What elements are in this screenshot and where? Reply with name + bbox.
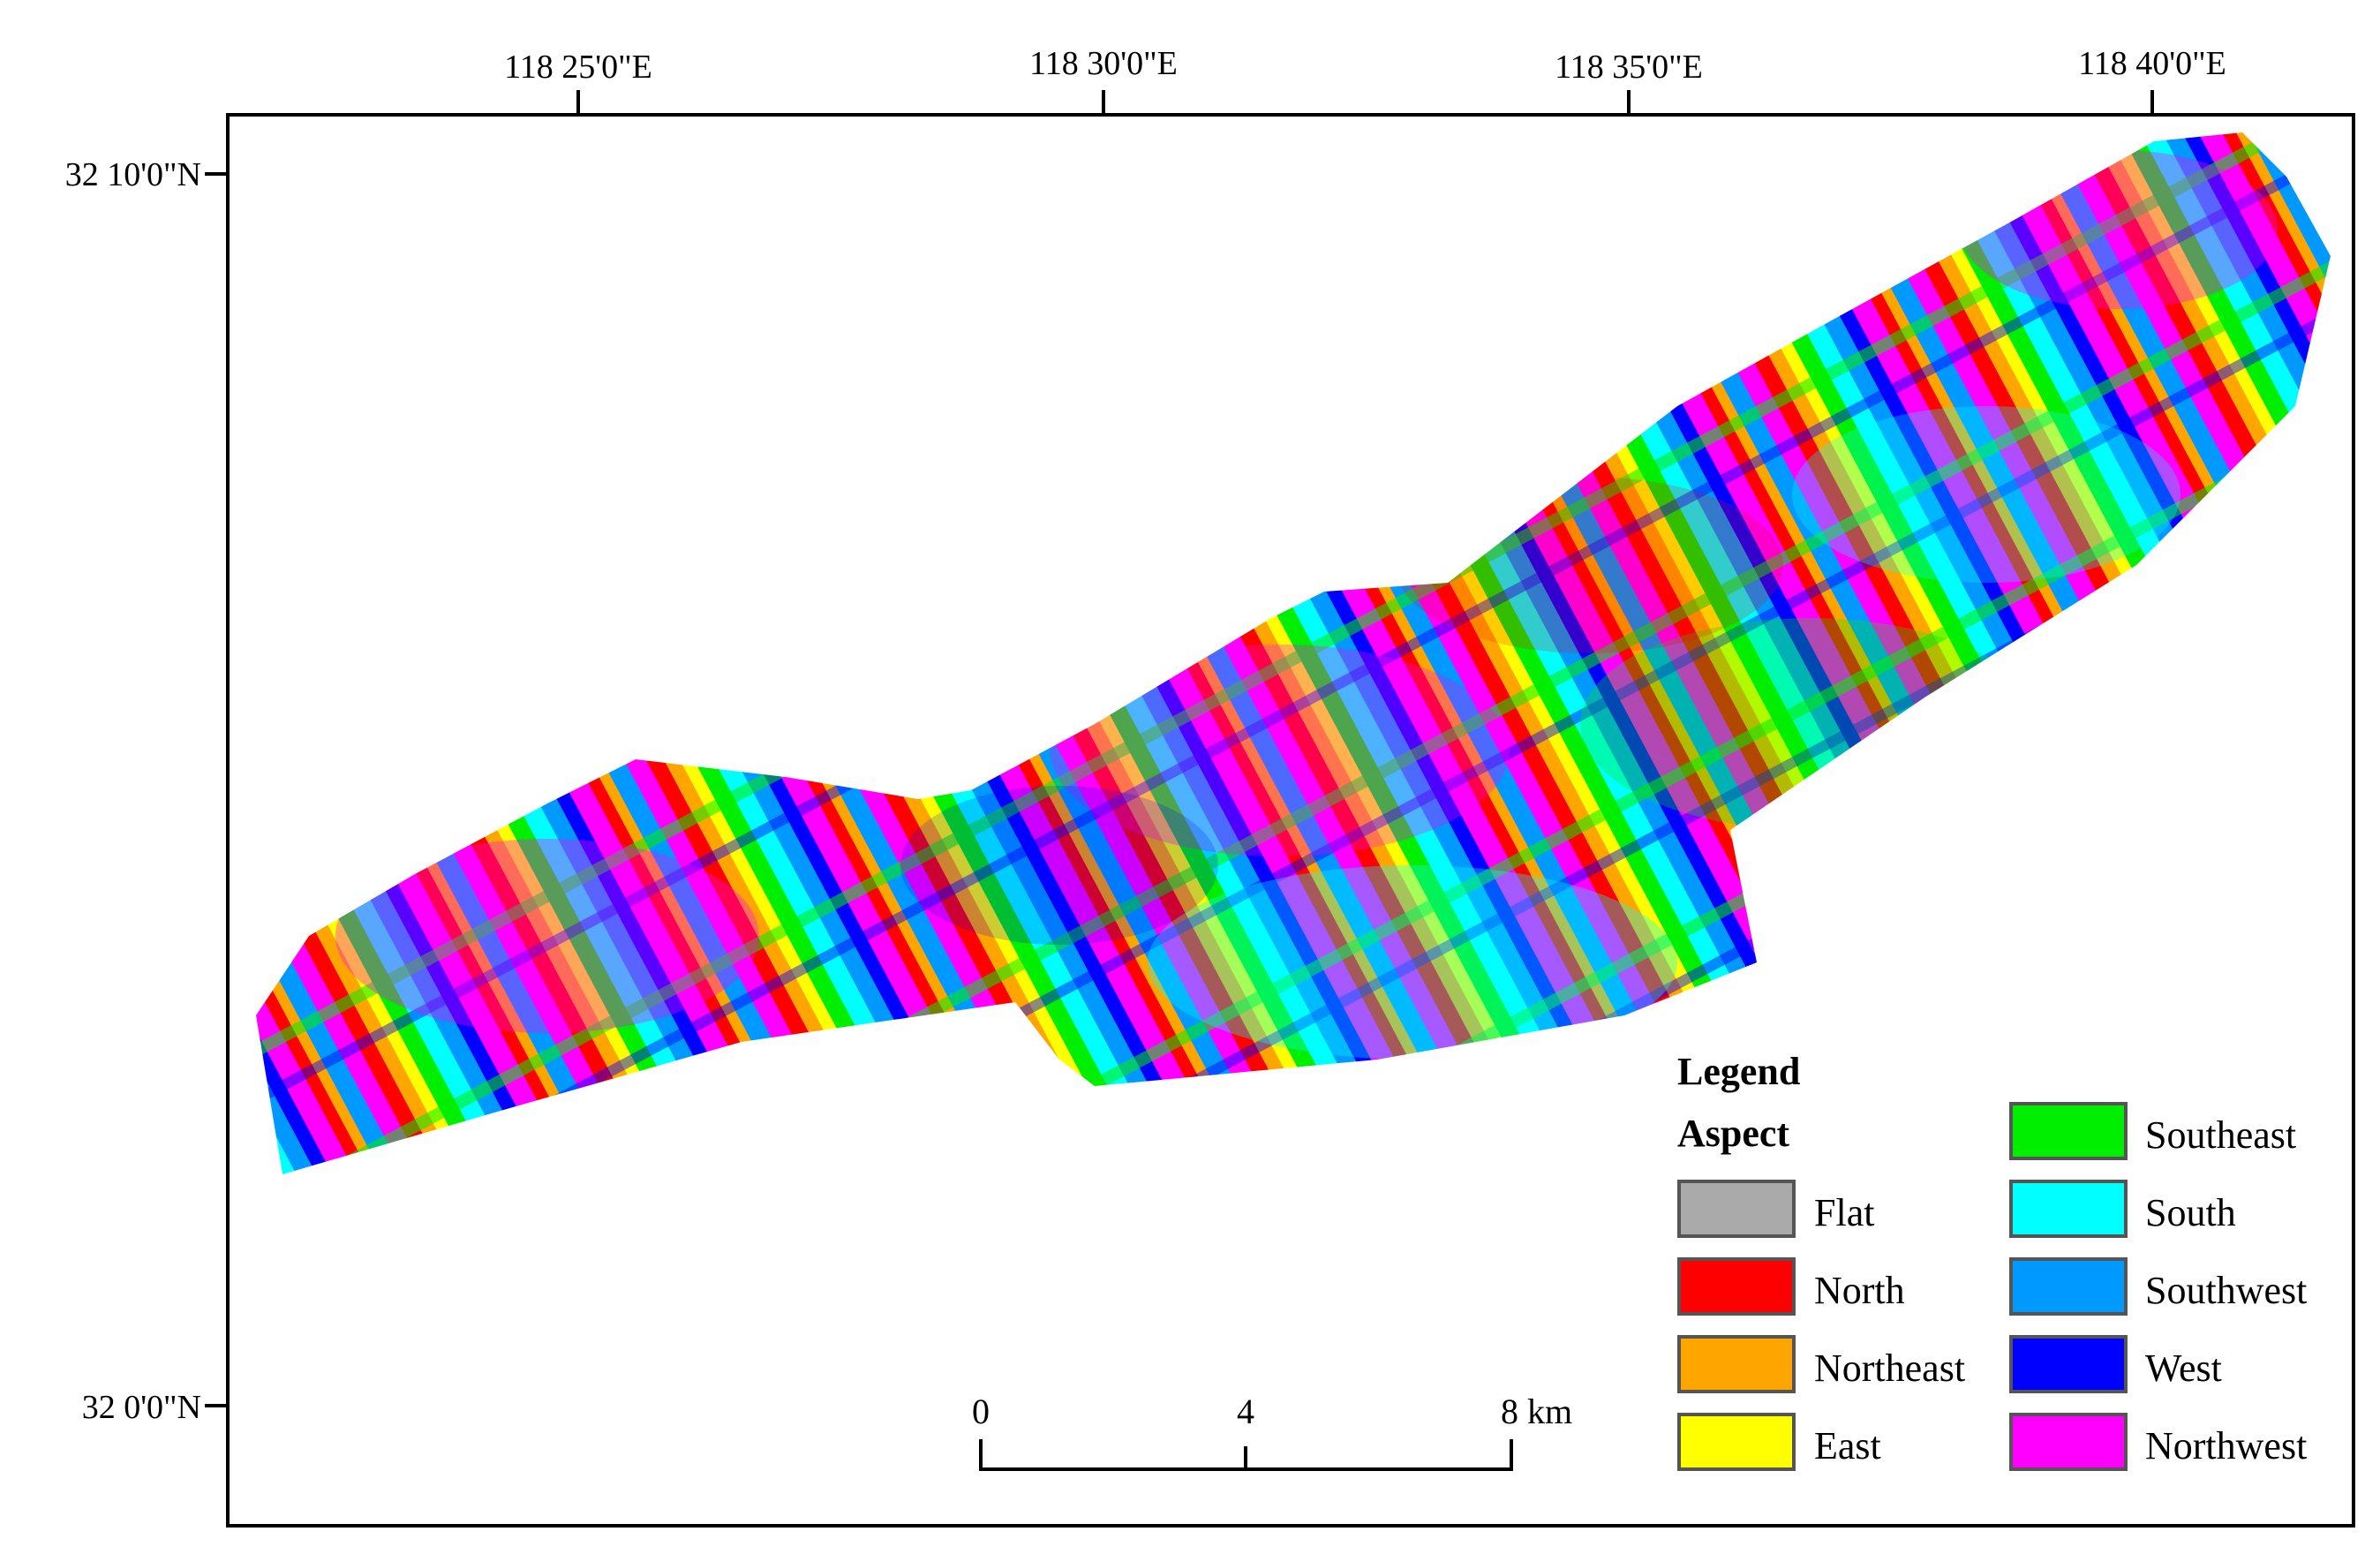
legend-label: North [1814,1269,1905,1312]
legend-subtitle: Aspect [1677,1112,1789,1155]
legend-swatch [2009,1335,2128,1393]
scale-bar: 0 4 8 km [972,1392,1572,1471]
longitude-label: 118 40'0"E [2078,45,2226,82]
longitude-label: 118 25'0"E [504,49,652,86]
legend-swatch [2009,1257,2128,1316]
legend-item-east: East [1677,1413,1881,1471]
longitude-label: 118 35'0"E [1555,49,1703,86]
legend-item-southeast: Southeast [2009,1102,2296,1160]
legend-label: West [2145,1347,2222,1390]
latitude-label: 32 10'0"N [65,156,201,193]
longitude-ticks [576,90,2154,115]
legend-label: South [2145,1191,2236,1234]
legend-label: Northwest [2145,1424,2307,1467]
legend-label: Flat [1814,1191,1874,1234]
legend: Legend Aspect Flat North Northeast East … [1677,1050,2307,1471]
legend-label: Southeast [2145,1113,2296,1157]
legend-label: Southwest [2145,1269,2307,1312]
scale-tick-label: 8 km [1501,1392,1572,1431]
legend-item-north: North [1677,1257,1905,1316]
scale-tick-label: 4 [1237,1392,1254,1431]
legend-title: Legend [1677,1050,1800,1093]
legend-item-south: South [2009,1180,2236,1238]
legend-swatch [2009,1102,2128,1160]
legend-label: Northeast [1814,1347,1965,1390]
legend-swatch [2009,1413,2128,1471]
legend-item-west: West [2009,1335,2222,1393]
legend-swatch [1677,1413,1796,1471]
scale-tick-label: 0 [972,1392,990,1431]
legend-item-southwest: Southwest [2009,1257,2307,1316]
legend-swatch [2009,1180,2128,1238]
longitude-label: 118 30'0"E [1029,45,1178,82]
legend-swatch [1677,1180,1796,1238]
legend-label: East [1814,1424,1881,1467]
legend-item-northwest: Northwest [2009,1413,2307,1471]
legend-item-flat: Flat [1677,1180,1874,1238]
latitude-label: 32 0'0"N [82,1389,201,1426]
legend-swatch [1677,1257,1796,1316]
legend-swatch [1677,1335,1796,1393]
latitude-ticks [205,172,228,1407]
legend-item-northeast: Northeast [1677,1335,1965,1393]
